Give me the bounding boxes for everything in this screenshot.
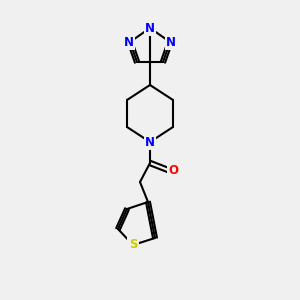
Text: N: N	[124, 35, 134, 49]
Text: O: O	[168, 164, 178, 176]
Text: N: N	[145, 136, 155, 148]
Text: N: N	[145, 22, 155, 34]
Text: S: S	[129, 238, 137, 251]
Text: N: N	[166, 35, 176, 49]
